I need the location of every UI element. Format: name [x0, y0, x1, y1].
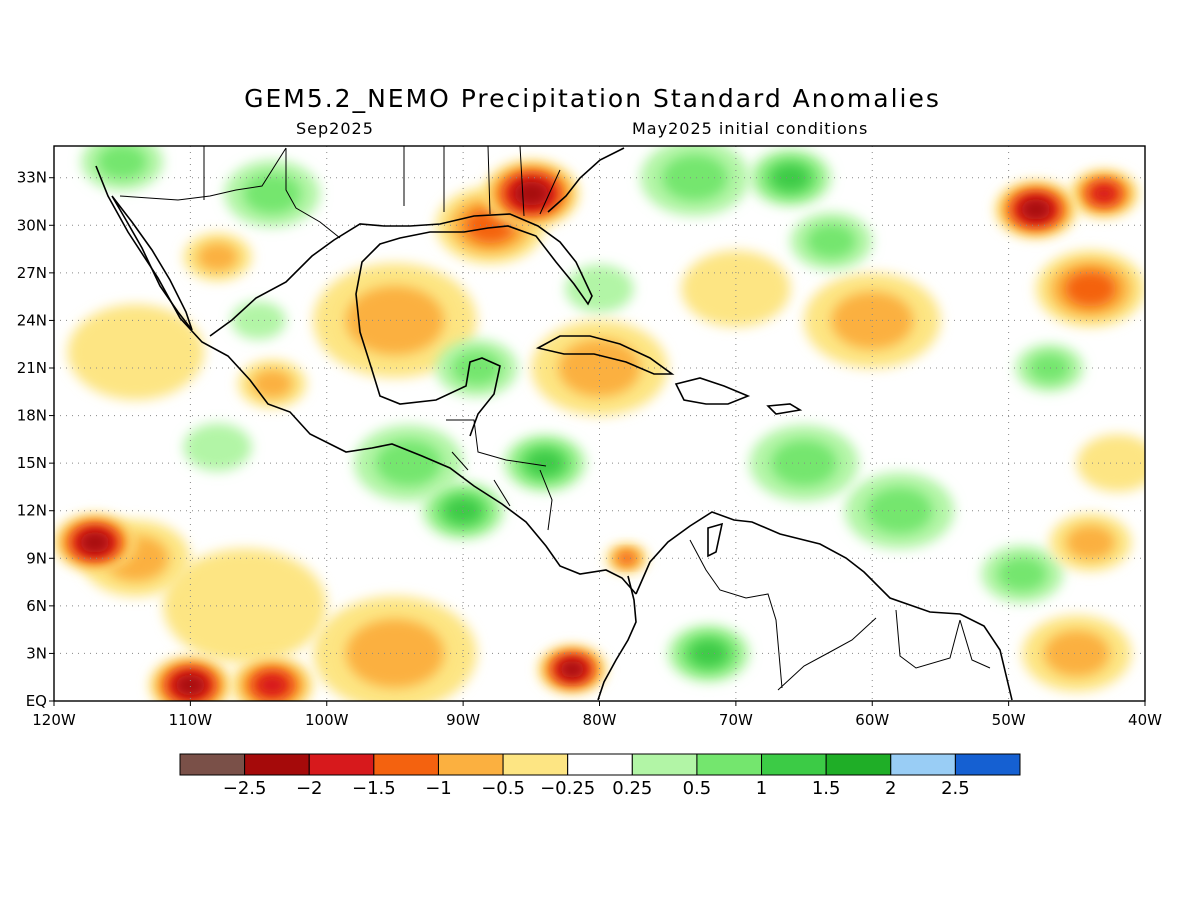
colorbar-label: 0.5 [683, 778, 712, 799]
colorbar-label: 1.5 [812, 778, 841, 799]
lon-tick-label: 60W [855, 711, 889, 729]
anomaly-contour [256, 674, 289, 697]
anomaly-contour [1065, 271, 1116, 307]
lat-tick-label: 21N [17, 359, 47, 377]
anomaly-contour [681, 251, 790, 327]
lat-tick-label: 6N [26, 597, 47, 615]
lat-tick-label: 15N [17, 454, 47, 472]
anomaly-contour [1021, 199, 1050, 220]
anomaly-contour [80, 532, 109, 553]
colorbar-swatch [245, 754, 310, 775]
lat-tick-label: 9N [26, 549, 47, 567]
colorbar-label: −1.5 [352, 778, 396, 799]
colorbar-swatch [955, 754, 1020, 775]
lon-tick-label: 100W [305, 711, 349, 729]
anomaly-contour [514, 182, 548, 206]
colorbar-swatch [503, 754, 568, 775]
colorbar-label: 1 [756, 778, 767, 799]
colorbar-swatch [180, 754, 245, 775]
colorbar-swatch [568, 754, 633, 775]
anomaly-contour [1066, 525, 1115, 559]
lon-tick-label: 110W [169, 711, 213, 729]
anomaly-contour [184, 423, 252, 471]
colorbar-swatch [438, 754, 503, 775]
lat-tick-label: 18N [17, 407, 47, 425]
anomaly-contour [98, 145, 147, 179]
colorbar-label: −1 [425, 778, 452, 799]
anomaly-contour [1090, 184, 1117, 203]
lat-tick-label: 24N [17, 311, 47, 329]
colorbar-swatch [632, 754, 697, 775]
colorbar-label: −0.5 [481, 778, 525, 799]
colorbar-label: −0.25 [540, 778, 595, 799]
colorbar-swatch [374, 754, 439, 775]
anomaly-contour [1077, 435, 1159, 492]
anomaly-contour [1044, 631, 1109, 677]
lon-tick-label: 80W [583, 711, 617, 729]
lon-tick-label: 40W [1128, 711, 1162, 729]
lon-tick-label: 70W [719, 711, 753, 729]
colorbar-swatch [697, 754, 762, 775]
colorbar-swatch [826, 754, 891, 775]
anomaly-contour [252, 370, 293, 399]
anomaly-contour [452, 351, 501, 385]
lat-tick-label: 12N [17, 502, 47, 520]
anomaly-contour [771, 164, 809, 191]
colorbar-label: 0.25 [612, 778, 652, 799]
anomaly-contour [998, 557, 1047, 591]
lat-tick-label: 27N [17, 264, 47, 282]
anomaly-contour [807, 224, 856, 258]
colorbar-swatch [309, 754, 374, 775]
colorbar-swatch [762, 754, 827, 775]
colorbar-label: 2 [885, 778, 896, 799]
lat-tick-label: 30N [17, 216, 47, 234]
anomaly-contour [244, 174, 301, 214]
colorbar-swatch [891, 754, 956, 775]
anomaly-contour [444, 497, 482, 524]
colorbar-label: −2.5 [223, 778, 267, 799]
anomaly-contour [617, 552, 636, 565]
anomaly-contour [1029, 354, 1070, 383]
colorbar-label: 2.5 [941, 778, 970, 799]
lon-tick-label: 50W [992, 711, 1026, 729]
lat-tick-label: EQ [26, 692, 47, 710]
lon-tick-label: 90W [446, 711, 480, 729]
anomaly-contour [197, 243, 238, 272]
colorbar: −2.5 −2 −1.5 −1 −0.5 −0.25 0.25 0.5 1 1.5 2 2.5 [180, 754, 1020, 799]
anomaly-contour [560, 661, 585, 678]
colorbar-label: −2 [296, 778, 323, 799]
lat-tick-label: 3N [26, 644, 47, 662]
lat-tick-label: 33N [17, 169, 47, 187]
lon-tick-label: 120W [32, 711, 76, 729]
